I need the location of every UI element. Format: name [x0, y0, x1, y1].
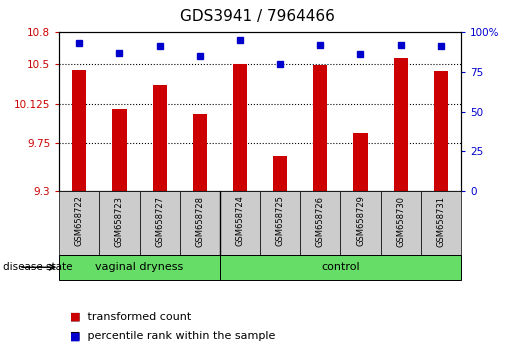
Text: GSM658728: GSM658728: [195, 196, 204, 247]
Text: GSM658731: GSM658731: [436, 196, 445, 247]
Text: GSM658727: GSM658727: [155, 196, 164, 247]
Bar: [393, 58, 408, 191]
Bar: [99, 191, 140, 255]
Bar: [220, 191, 260, 255]
Bar: [313, 65, 328, 191]
Bar: [59, 191, 99, 255]
Bar: [434, 71, 448, 191]
Text: GSM658725: GSM658725: [276, 196, 285, 246]
Text: ■  transformed count: ■ transformed count: [70, 312, 191, 322]
Text: GDS3941 / 7964466: GDS3941 / 7964466: [180, 9, 335, 24]
Bar: [353, 133, 368, 191]
Bar: [72, 70, 87, 191]
Bar: [180, 191, 220, 255]
Bar: [340, 191, 381, 255]
Bar: [300, 191, 340, 255]
Bar: [152, 85, 167, 191]
Bar: [112, 109, 127, 191]
Bar: [59, 255, 220, 280]
Text: vaginal dryness: vaginal dryness: [95, 262, 184, 272]
Text: disease state: disease state: [3, 262, 72, 272]
Text: GSM658724: GSM658724: [235, 196, 245, 246]
Bar: [220, 255, 461, 280]
Bar: [421, 191, 461, 255]
Bar: [273, 156, 287, 191]
Bar: [260, 191, 300, 255]
Text: ■: ■: [70, 331, 80, 341]
Bar: [193, 114, 207, 191]
Bar: [381, 191, 421, 255]
Text: ■: ■: [70, 312, 80, 322]
Text: GSM658723: GSM658723: [115, 196, 124, 247]
Bar: [140, 191, 180, 255]
Text: GSM658729: GSM658729: [356, 196, 365, 246]
Text: control: control: [321, 262, 359, 272]
Text: GSM658726: GSM658726: [316, 196, 325, 247]
Text: GSM658730: GSM658730: [396, 196, 405, 247]
Text: ■  percentile rank within the sample: ■ percentile rank within the sample: [70, 331, 275, 341]
Bar: [233, 64, 247, 191]
Text: GSM658722: GSM658722: [75, 196, 84, 246]
